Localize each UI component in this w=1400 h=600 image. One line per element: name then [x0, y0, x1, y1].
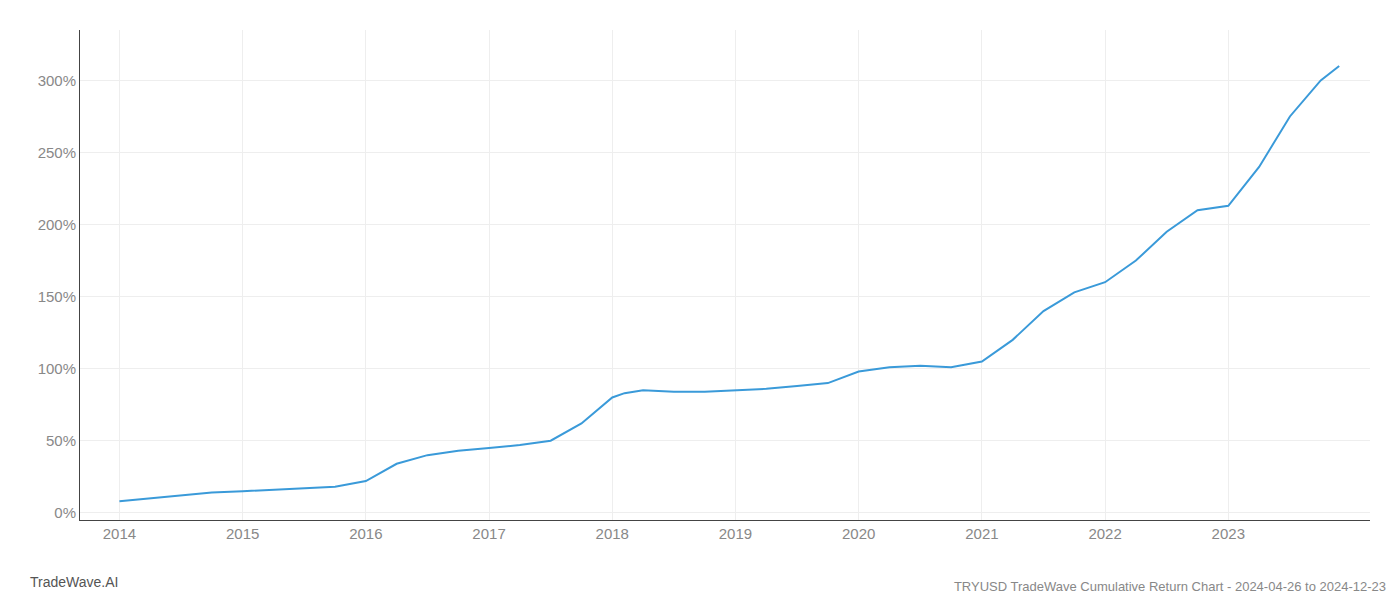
svg-text:TradeWave.AI: TradeWave.AI: [30, 574, 118, 590]
svg-text:2021: 2021: [965, 525, 998, 542]
svg-text:2016: 2016: [349, 525, 382, 542]
svg-text:2023: 2023: [1212, 525, 1245, 542]
svg-text:0%: 0%: [54, 504, 76, 521]
svg-text:2015: 2015: [226, 525, 259, 542]
svg-text:2022: 2022: [1088, 525, 1121, 542]
svg-text:TRYUSD TradeWave Cumulative Re: TRYUSD TradeWave Cumulative Return Chart…: [954, 579, 1386, 594]
svg-text:2019: 2019: [719, 525, 752, 542]
svg-text:2020: 2020: [842, 525, 875, 542]
svg-text:100%: 100%: [38, 360, 76, 377]
svg-text:50%: 50%: [46, 432, 76, 449]
svg-text:200%: 200%: [38, 216, 76, 233]
svg-text:150%: 150%: [38, 288, 76, 305]
svg-text:250%: 250%: [38, 144, 76, 161]
svg-text:2017: 2017: [472, 525, 505, 542]
svg-text:300%: 300%: [38, 72, 76, 89]
svg-text:2014: 2014: [103, 525, 136, 542]
svg-text:2018: 2018: [596, 525, 629, 542]
